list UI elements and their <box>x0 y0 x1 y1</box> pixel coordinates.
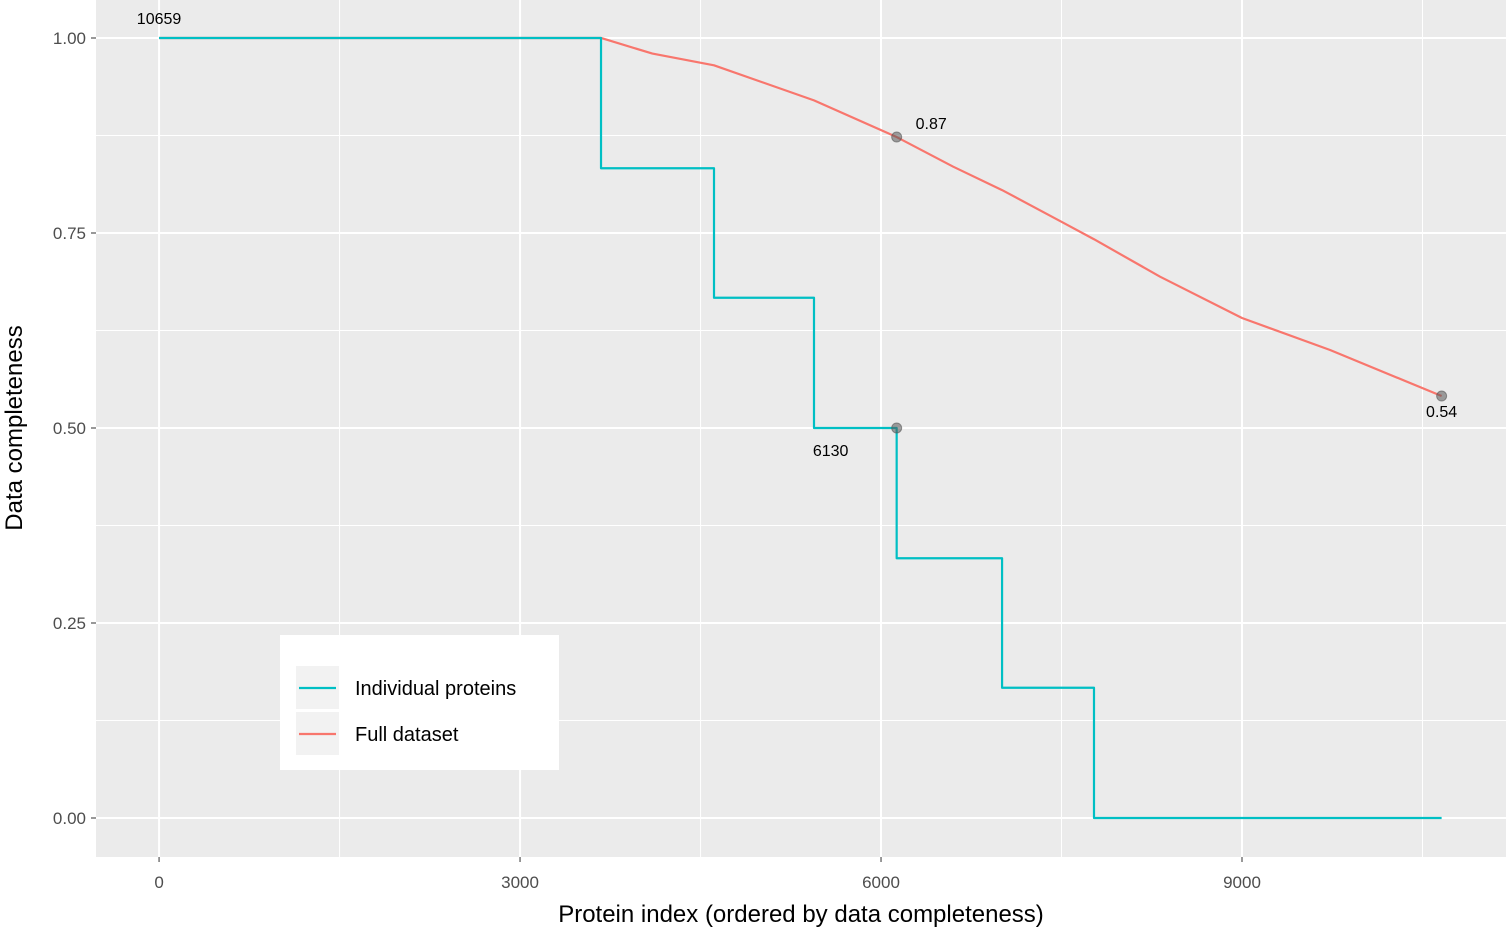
x-tick-label: 3000 <box>501 873 539 892</box>
data-point <box>891 131 903 143</box>
legend-label-individual: Individual proteins <box>355 678 516 700</box>
data-point <box>891 422 903 434</box>
x-tick-label: 0 <box>154 873 163 892</box>
series-line-individual-proteins <box>159 36 1442 820</box>
series-lines <box>159 36 1443 820</box>
series-line-full-dataset <box>159 36 1443 398</box>
annotation-label: 0.87 <box>916 116 947 133</box>
y-axis-title: Data completeness <box>1 325 28 530</box>
x-tick-label: 9000 <box>1223 873 1261 892</box>
legend: Individual proteins Full dataset <box>280 635 559 770</box>
y-tick-label: 0.50 <box>53 419 86 438</box>
x-tick-label: 6000 <box>862 873 900 892</box>
annotations: 10659 0.87 0.54 6130 <box>137 11 1457 460</box>
y-tick-label: 1.00 <box>53 29 86 48</box>
highlight-points <box>891 131 1448 434</box>
annotation-label: 6130 <box>813 443 849 460</box>
y-tick-label: 0.75 <box>53 224 86 243</box>
x-axis: 0 3000 6000 9000 <box>154 857 1261 892</box>
legend-label-full: Full dataset <box>355 724 459 746</box>
annotation-label: 0.54 <box>1426 404 1457 421</box>
annotation-label: 10659 <box>137 11 182 28</box>
y-tick-label: 0.25 <box>53 614 86 633</box>
y-axis: 0.00 0.25 0.50 0.75 1.00 <box>53 29 96 828</box>
data-point <box>1436 390 1448 402</box>
y-tick-label: 0.00 <box>53 809 86 828</box>
x-axis-title: Protein index (ordered by data completen… <box>558 901 1044 928</box>
